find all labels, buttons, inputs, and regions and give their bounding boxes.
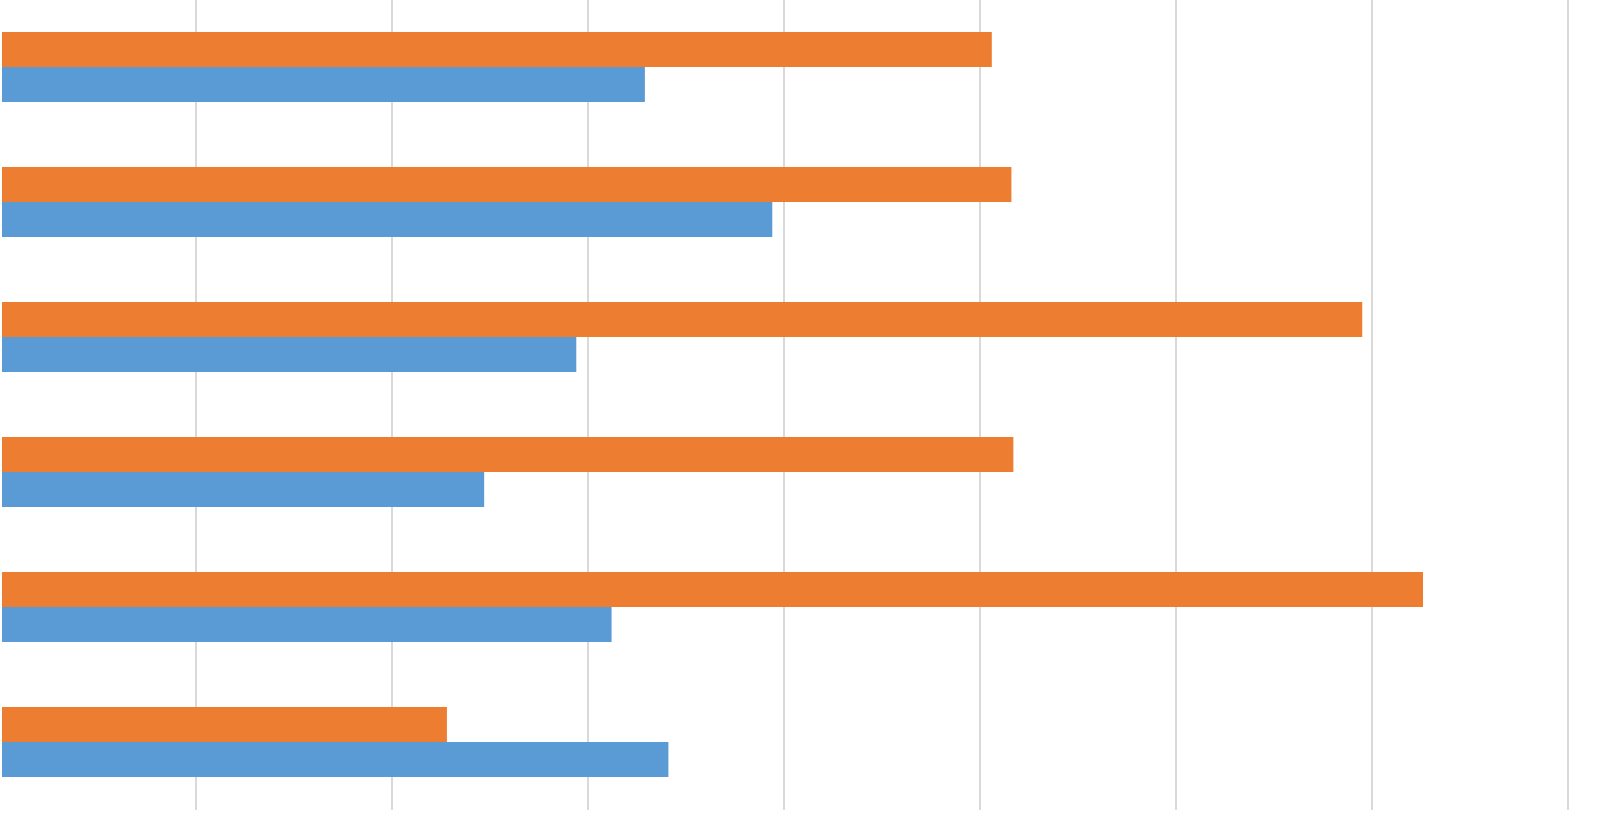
bar-series-2-category-2	[2, 202, 773, 237]
bar-series-2-category-4	[2, 472, 485, 507]
bar-series-2-category-6	[2, 742, 669, 777]
bar-series-2-category-3	[2, 337, 577, 372]
bar-series-1-category-3	[2, 302, 1363, 337]
bar-series-1-category-1	[2, 32, 992, 67]
bar-series-1-category-5	[2, 572, 1423, 607]
bar-series-1-category-6	[2, 707, 447, 742]
gridlines	[195, 0, 1569, 810]
bars	[2, 32, 1423, 777]
bar-series-1-category-2	[2, 167, 1012, 202]
bar-series-2-category-1	[2, 67, 645, 102]
bar-series-1-category-4	[2, 437, 1014, 472]
bar-series-2-category-5	[2, 607, 612, 642]
